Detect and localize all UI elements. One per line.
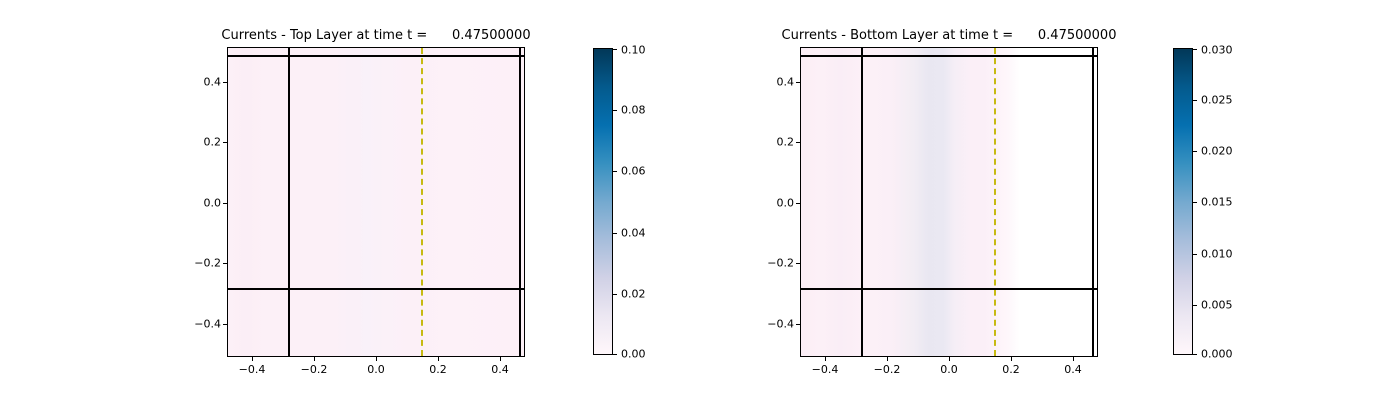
colorbar-tick (1193, 354, 1197, 355)
x-tick-label: 0.0 (940, 363, 958, 376)
boundary-hline-north (801, 55, 1097, 57)
colorbar-tick-label: 0.020 (1201, 144, 1233, 158)
x-tick (1011, 357, 1012, 361)
colorbar-tick-label: 0.000 (1201, 347, 1233, 361)
boundary-hline-south (228, 288, 524, 290)
plot-title-bottom-layer: Currents - Bottom Layer at time t = 0.47… (781, 28, 1117, 43)
y-tick-label: −0.2 (767, 256, 794, 270)
colorbar-tick (613, 171, 617, 172)
colorbar-tick (613, 110, 617, 111)
colorbar-tick-label: 0.030 (1201, 43, 1233, 57)
plot-title-top-layer: Currents - Top Layer at time t = 0.47500… (221, 28, 531, 43)
y-tick-label: 0.4 (776, 75, 795, 89)
colorbar-tick (1193, 100, 1197, 101)
colorbar-tick-label: 0.06 (621, 164, 646, 178)
colorbar-tick-label: 0.00 (621, 347, 646, 361)
x-tick (252, 357, 253, 361)
x-tick-label: 0.0 (367, 363, 385, 376)
y-tick-label: 0.2 (776, 135, 795, 149)
y-tick (223, 324, 227, 325)
x-tick-label: −0.4 (238, 363, 266, 376)
x-tick-label: 0.4 (1064, 363, 1082, 376)
boundary-vline-east (1092, 48, 1094, 356)
x-tick-label: 0.2 (1002, 363, 1020, 376)
x-tick (949, 357, 950, 361)
y-tick (796, 324, 800, 325)
y-tick (223, 263, 227, 264)
x-tick-label: −0.2 (873, 363, 901, 376)
colorbar-tick (1193, 254, 1197, 255)
boundary-hline-south (801, 288, 1097, 290)
colorbar-tick (1193, 49, 1197, 50)
colorbar-tick-label: 0.025 (1201, 93, 1233, 107)
y-tick-label: 0.0 (776, 196, 795, 210)
axes-top-layer: −0.4 −0.2 0.0 0.2 0.4 0.4 0.2 0.0 −0.2 −… (194, 47, 525, 376)
y-tick-label: −0.2 (194, 256, 221, 270)
colorbar-tick-label: 0.08 (621, 103, 646, 117)
y-tick (223, 203, 227, 204)
x-tick (438, 357, 439, 361)
y-tick-label: −0.4 (767, 317, 794, 331)
x-tick (825, 357, 826, 361)
colorbar-tick (613, 233, 617, 234)
boundary-vline-east (519, 48, 521, 356)
y-tick (796, 203, 800, 204)
colorbar-tick-label: 0.04 (621, 226, 646, 240)
y-tick (796, 263, 800, 264)
colorbar-tick (1193, 151, 1197, 152)
colorbar-tick-label: 0.02 (621, 287, 646, 301)
y-tick (796, 82, 800, 83)
x-tick (500, 357, 501, 361)
y-tick-label: 0.4 (203, 75, 222, 89)
boundary-hline-north (228, 55, 524, 57)
colorbar-top-layer: 0.10 0.08 0.06 0.04 0.02 0.00 (593, 44, 646, 361)
boundary-vline-west (861, 48, 863, 356)
y-tick (223, 82, 227, 83)
x-tick-label: −0.4 (811, 363, 839, 376)
x-tick-label: 0.2 (429, 363, 447, 376)
colorbar-tick-label: 0.010 (1201, 247, 1233, 261)
x-tick (1073, 357, 1074, 361)
y-tick-label: 0.2 (203, 135, 222, 149)
x-tick (887, 357, 888, 361)
colorbar-bottom-layer: 0.030 0.025 0.020 0.015 0.010 0.005 0.00… (1173, 44, 1233, 361)
x-tick (376, 357, 377, 361)
colorbar-tick-label: 0.10 (621, 43, 646, 57)
axes-bottom-layer: −0.4 −0.2 0.0 0.2 0.4 0.4 0.2 0.0 −0.2 −… (767, 47, 1098, 376)
x-tick (314, 357, 315, 361)
probe-dashed-vline (421, 48, 423, 356)
colorbar-tick (1193, 202, 1197, 203)
y-tick-label: −0.4 (194, 317, 221, 331)
x-tick-label: −0.2 (300, 363, 328, 376)
x-tick-label: 0.4 (491, 363, 509, 376)
colorbar-tick-label: 0.005 (1201, 298, 1233, 312)
boundary-vline-west (288, 48, 290, 356)
colorbar-tick (613, 354, 617, 355)
colorbar-tick (1193, 305, 1197, 306)
colorbar-tick-label: 0.015 (1201, 195, 1233, 209)
y-tick (223, 142, 227, 143)
y-tick (796, 142, 800, 143)
colorbar-tick (613, 49, 617, 50)
colorbar-tick (613, 294, 617, 295)
y-tick-label: 0.0 (203, 196, 222, 210)
probe-dashed-vline (994, 48, 996, 356)
